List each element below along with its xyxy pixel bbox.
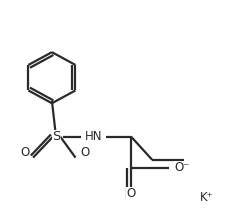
Text: O⁻: O⁻ (174, 161, 190, 174)
Text: S: S (52, 130, 61, 143)
Text: K⁺: K⁺ (200, 191, 213, 204)
Text: O: O (20, 146, 30, 159)
Text: HN: HN (84, 130, 102, 143)
Text: O: O (80, 146, 90, 159)
Text: O: O (126, 187, 136, 200)
